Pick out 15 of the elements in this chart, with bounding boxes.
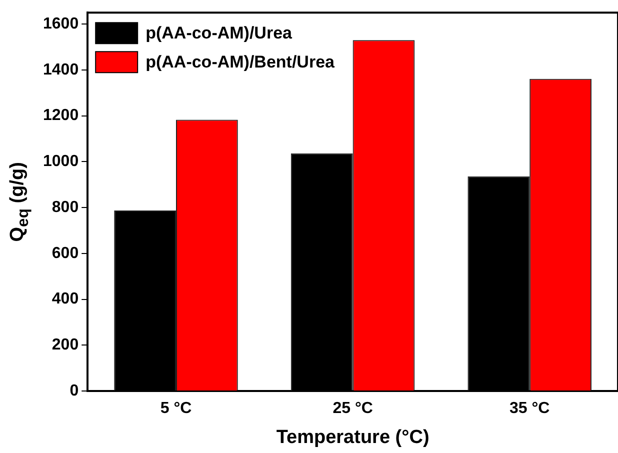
legend-label: p(AA-co-AM)/Bent/Urea bbox=[146, 52, 336, 72]
y-tick-label: 600 bbox=[52, 244, 79, 262]
x-tick-label: 25 °C bbox=[332, 400, 374, 418]
y-tick-label: 1400 bbox=[43, 61, 79, 78]
x-tick-label: 35 °C bbox=[509, 400, 550, 418]
y-tick-label: 1000 bbox=[43, 153, 79, 170]
y-tick-label: 0 bbox=[70, 382, 79, 400]
y-tick-label: 800 bbox=[52, 198, 79, 216]
y-tick-label: 400 bbox=[52, 290, 79, 308]
y-tick-label: 200 bbox=[52, 336, 79, 354]
legend-label: p(AA-co-AM)/Urea bbox=[146, 23, 293, 42]
x-axis-title: Temperature (°C) bbox=[276, 426, 430, 448]
y-tick-label: 1600 bbox=[43, 15, 79, 32]
y-tick-label: 1200 bbox=[43, 107, 79, 124]
x-tick-label: 5 °C bbox=[160, 400, 192, 418]
